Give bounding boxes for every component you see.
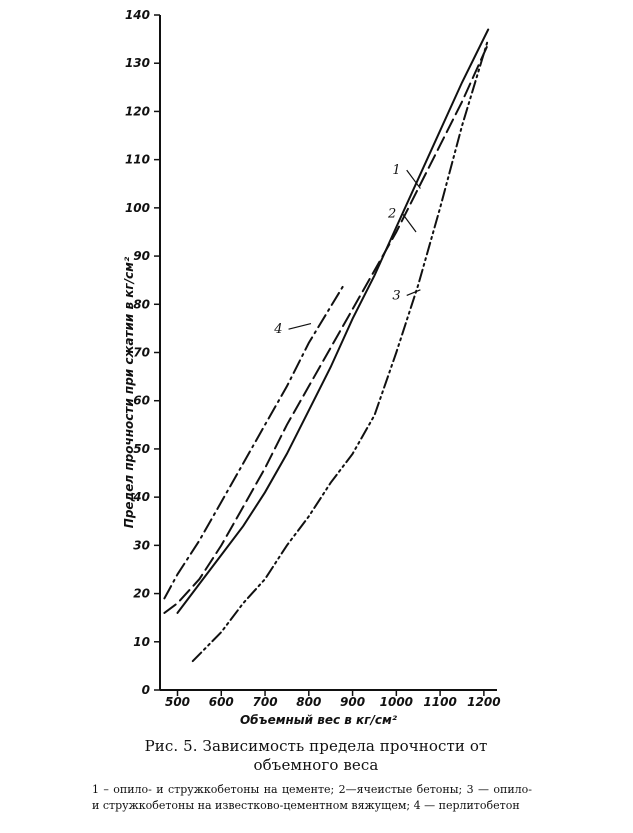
y-tick-label: 120 <box>125 104 150 118</box>
caption-title-line-1: Рис. 5. Зависимость предела прочности от <box>144 737 488 755</box>
y-tick-label: 50 <box>133 442 150 456</box>
x-tick-label: 600 <box>209 695 234 709</box>
y-tick-label: 100 <box>125 201 150 215</box>
curve-label-leader <box>406 289 421 297</box>
series-line-3 <box>191 38 490 663</box>
x-axis-title: Объемный вес в кг/см² <box>240 713 398 727</box>
figure-caption: Рис. 5. Зависимость предела прочности от… <box>96 737 536 775</box>
series-line-4 <box>163 284 345 600</box>
y-axis-title: Предел прочности при сжатии в кг/см² <box>122 256 136 528</box>
y-tick-label: 0 <box>142 683 150 697</box>
curve-label-1: 1 <box>392 163 400 178</box>
ticks: 0 10 20 30 40 50 60 70 80 90 100 110 120 130 140 500 600… <box>125 8 501 709</box>
x-tick-label: 1000 <box>380 695 413 709</box>
x-tick-label: 1200 <box>467 695 500 709</box>
series-line-1 <box>176 28 490 614</box>
y-tick-label: 110 <box>125 153 150 167</box>
curve-label-leader <box>288 322 312 330</box>
caption-legend: 1 – опило- и стружкобетоны на цементе; 2… <box>92 783 532 812</box>
y-tick-label: 40 <box>132 490 150 504</box>
series-line-2 <box>163 42 490 614</box>
y-tick-label: 60 <box>133 394 150 408</box>
curve-label-4: 4 <box>273 322 282 337</box>
y-tick-label: 130 <box>125 56 150 70</box>
x-tick-label: 1100 <box>423 695 456 709</box>
y-tick-label: 30 <box>133 538 150 552</box>
curve-label-leader <box>401 213 417 233</box>
chart: 0 10 20 30 40 50 60 70 80 90 100 110 120 130 140 500 600… <box>122 8 501 727</box>
x-tick-label: 700 <box>253 695 278 709</box>
series-lines <box>163 28 490 663</box>
caption-title: Рис. 5. Зависимость предела прочности от… <box>96 737 536 775</box>
x-tick-label: 500 <box>165 695 190 709</box>
caption-title-line-2: объемного веса <box>253 756 379 774</box>
curve-labels: 1 2 3 4 <box>273 163 421 337</box>
y-tick-label: 10 <box>133 635 150 649</box>
curve-label-leader <box>406 169 421 189</box>
curve-label-2: 2 <box>387 207 396 222</box>
curve-label-3: 3 <box>392 288 400 303</box>
x-tick-label: 800 <box>296 695 321 709</box>
y-tick-label: 70 <box>133 346 150 360</box>
y-tick-label: 140 <box>125 8 150 22</box>
y-tick-label: 80 <box>133 297 150 311</box>
y-tick-label: 90 <box>133 249 150 263</box>
y-tick-label: 20 <box>133 587 150 601</box>
x-tick-label: 900 <box>340 695 365 709</box>
